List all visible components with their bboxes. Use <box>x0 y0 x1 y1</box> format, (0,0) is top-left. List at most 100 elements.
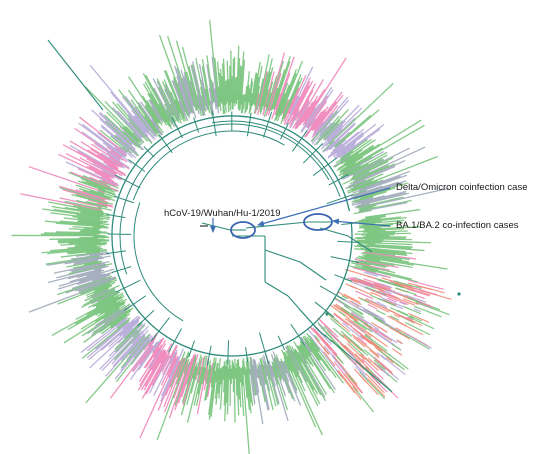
tip-branch <box>280 360 290 382</box>
tip-branch <box>153 344 163 358</box>
tip-branch <box>80 279 117 295</box>
tip-branch <box>354 237 413 241</box>
tip-branch <box>204 364 212 401</box>
tip-branch <box>413 305 442 318</box>
tip-branch <box>340 149 363 165</box>
tip-branch <box>253 76 260 105</box>
tip-branch <box>71 193 108 205</box>
tip-branch <box>352 175 401 194</box>
tip-branch <box>354 195 374 203</box>
tip-branch <box>100 152 126 169</box>
tip-branch <box>145 348 172 395</box>
tip-branch <box>350 180 373 190</box>
tip-branch <box>108 323 143 357</box>
tip-branch <box>333 313 350 326</box>
tip-branch <box>77 167 118 187</box>
tip-branch <box>297 351 327 402</box>
tip-branch <box>248 78 253 103</box>
tip-branch <box>385 356 394 364</box>
tip-branch <box>396 320 424 336</box>
tip-branch <box>141 354 168 399</box>
tip-branch <box>130 336 154 365</box>
tip-branch <box>365 208 421 218</box>
tip-branch <box>307 100 328 129</box>
tip-branch <box>143 351 167 391</box>
tip-branch <box>360 256 381 262</box>
tip-branch <box>132 324 146 338</box>
tip-branch <box>336 370 356 394</box>
tip-branch <box>332 139 347 152</box>
tip-branch <box>394 282 415 290</box>
tip-branch <box>194 360 202 381</box>
tip-branch <box>58 271 114 290</box>
tip-branch <box>334 139 376 168</box>
long-branch <box>201 222 231 231</box>
tip-branch <box>349 180 407 200</box>
tip-branch <box>211 56 220 114</box>
tip-branch <box>222 58 227 113</box>
tip-branch <box>310 326 337 357</box>
tip-branch <box>270 354 287 397</box>
tip-branch <box>172 77 189 116</box>
tip-branch <box>205 366 212 401</box>
tip-branch <box>339 300 351 309</box>
tip-branch <box>82 190 116 202</box>
tip-branch <box>273 61 291 110</box>
tip-branch <box>283 87 300 122</box>
delta-omicron-highlight-ellipse <box>230 221 256 239</box>
tip-branch <box>418 285 432 291</box>
tree-branches <box>47 39 393 393</box>
radial-branch <box>168 328 182 353</box>
radial-branch <box>312 157 337 176</box>
tip-branch <box>101 315 141 351</box>
tip-branch <box>85 200 108 208</box>
tip-branch <box>239 51 245 111</box>
tip-branch <box>101 179 116 187</box>
tip-branch <box>272 351 285 382</box>
tip-branch <box>378 289 396 298</box>
tip-branch <box>332 154 351 168</box>
tip-branch <box>66 248 101 254</box>
tip-branch <box>249 368 256 405</box>
tip-branch <box>246 88 251 110</box>
tip-branch <box>125 96 157 137</box>
tip-branch <box>95 298 124 316</box>
tip-branch <box>101 330 142 372</box>
tip-branch <box>175 351 190 385</box>
tip-branch <box>305 106 329 138</box>
tip-branch <box>112 335 141 367</box>
tip-branch <box>357 195 386 204</box>
tip-branch <box>373 359 386 371</box>
tip-branch <box>84 260 103 266</box>
tip-branch <box>28 166 105 194</box>
tip-branch <box>68 171 118 193</box>
tip-branch <box>119 317 141 337</box>
tip-branch <box>85 180 115 193</box>
tip-branch <box>151 349 165 371</box>
tip-branch <box>156 352 190 441</box>
tip-branch <box>359 335 372 345</box>
tip-branch <box>116 103 153 145</box>
tip-branch <box>266 362 280 404</box>
tip-branch <box>161 355 171 373</box>
tip-branch <box>328 139 341 151</box>
tip-branch <box>339 139 368 160</box>
tip-branch <box>64 255 111 265</box>
tip-branch <box>104 114 140 149</box>
tip-branch <box>244 366 251 411</box>
tip-branch <box>94 302 126 323</box>
tip-branch <box>327 131 359 158</box>
tip-branch <box>234 77 237 107</box>
tip-branch <box>228 79 231 106</box>
tip-branch <box>360 192 406 205</box>
tip-branch <box>110 313 131 329</box>
tip-branch <box>226 368 230 415</box>
tip-branch <box>353 320 367 331</box>
tip-branch <box>83 308 131 343</box>
tip-branch <box>376 309 386 316</box>
tip-branch <box>363 271 379 277</box>
tip-branch <box>356 192 410 207</box>
tip-branch <box>328 82 394 145</box>
tip-branch <box>413 294 425 300</box>
tip-branch <box>310 96 349 142</box>
